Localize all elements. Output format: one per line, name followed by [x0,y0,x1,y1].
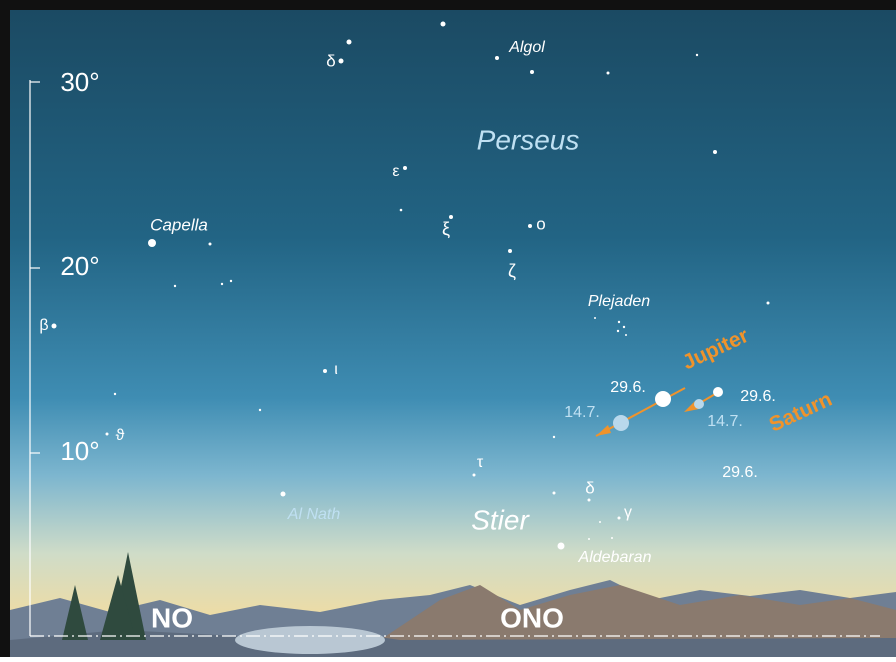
star-label: β [39,317,48,334]
altitude-label: 20° [60,251,99,281]
star-label: ι [334,361,338,378]
star-label: ζ [508,261,516,281]
star-label: δ [326,51,335,70]
planet-date: 14.7. [564,404,600,421]
star-label: δ [585,478,594,497]
constellation-label: Perseus [477,124,580,155]
direction-label: ONO [500,602,564,633]
moon-date: 29.6. [722,464,758,481]
altitude-label: 30° [60,67,99,97]
planet-date: 29.6. [740,388,776,405]
star-label: Al Nath [287,506,341,523]
direction-label: NO [151,602,193,633]
star-label: Aldebaran [578,549,652,566]
star-label: Capella [150,215,208,234]
star-label: ε [392,163,399,180]
planet-date: 14.7. [707,413,743,430]
star-label: γ [624,504,632,521]
star-label: Plejaden [588,293,650,310]
constellation-label: Stier [471,504,530,535]
sky [10,10,896,657]
star-label: ξ [442,219,450,239]
sky-chart: 30° 20° 10° Algol δ ε ξ ο ζ Capella β Plejaden ι ϑ τ δ γ… [0,0,896,657]
altitude-label: 10° [60,436,99,466]
star-label: τ [477,454,484,471]
planet-date: 29.6. [610,379,646,396]
star-label: Algol [508,39,545,56]
star-label: ο [536,214,545,233]
star-label: ϑ [116,427,125,444]
